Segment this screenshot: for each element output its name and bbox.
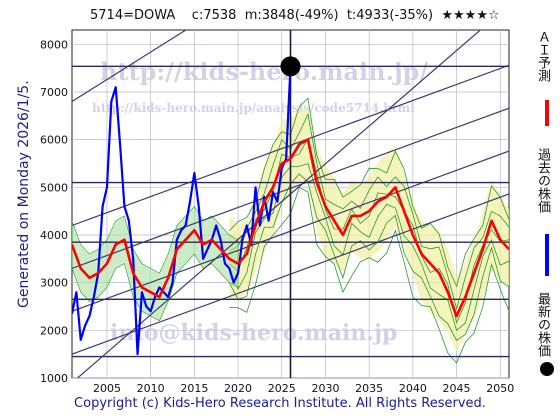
forecast-path	[228, 173, 509, 341]
y-tick-label: 6000	[40, 134, 68, 147]
mean-price: m:3848(-49%)	[244, 8, 339, 23]
x-tick-label: 2025	[268, 382, 296, 395]
legend-ai-label: ＡＩ予測	[535, 30, 550, 82]
legend-latest-label: 最新の株価	[535, 292, 550, 357]
y-tick-label: 8000	[40, 38, 68, 51]
latest-price-marker	[280, 56, 301, 77]
x-tick-label: 2010	[137, 382, 165, 395]
legend-latest: 最新の株価	[516, 292, 556, 382]
chart-header: 5714=DOWA c:7538 m:3848(-49%) t:4933(-35…	[90, 8, 500, 23]
y-tick-label: 2000	[40, 324, 68, 337]
generated-date: Generated on Monday 2026/1/5.	[16, 80, 32, 308]
x-tick-label: 2045	[443, 382, 471, 395]
x-tick-label: 2005	[93, 382, 121, 395]
watermark-group: http://kids-hero.main.jp/http://kids-her…	[92, 57, 428, 346]
target-price: t:4933(-35%)	[346, 8, 434, 23]
x-tick-label: 2015	[180, 382, 208, 395]
forecast-path	[229, 97, 509, 288]
watermark-url: http://kids-hero.main.jp/	[100, 57, 428, 86]
legend-ai: ＡＩ予測	[516, 30, 556, 135]
past-price-line	[72, 66, 292, 356]
copyright-footer: Copyright (c) Kids-Hero Research Institu…	[74, 396, 486, 411]
rating-stars: ★★★★☆	[441, 8, 500, 23]
x-tick-label: 2020	[224, 382, 252, 395]
legend: ＡＩ予測 過去の株価 最新の株価	[516, 30, 556, 390]
y-tick-label: 3000	[40, 277, 68, 290]
x-tick-label: 2040	[399, 382, 427, 395]
x-tick-label: 2035	[355, 382, 383, 395]
y-tick-label: 1000	[40, 372, 68, 385]
forecast-band	[229, 107, 509, 352]
trend-line	[72, 30, 187, 103]
legend-past: 過去の株価	[516, 148, 556, 288]
y-tick-label: 7000	[40, 86, 68, 99]
watermark-email: info@kids-hero.main.jp	[110, 320, 397, 346]
forecast-path	[229, 113, 509, 311]
legend-ai-swatch	[545, 100, 549, 126]
x-tick-label: 2050	[486, 382, 514, 395]
x-tick-label: 2030	[311, 382, 339, 395]
forecast-path	[228, 163, 509, 332]
current-price: c:7538	[191, 8, 237, 23]
ticker-label: 5714=DOWA	[90, 8, 176, 23]
legend-past-swatch	[545, 234, 549, 276]
y-tick-label: 4000	[40, 229, 68, 242]
legend-latest-dot	[540, 362, 554, 376]
watermark-page-url: http://kids-hero.main.jp/analysis/code57…	[92, 101, 415, 115]
ai-forecast-line	[72, 138, 509, 318]
legend-past-label: 過去の株価	[535, 148, 550, 213]
y-tick-label: 5000	[40, 181, 68, 194]
forecast-path	[229, 186, 509, 364]
